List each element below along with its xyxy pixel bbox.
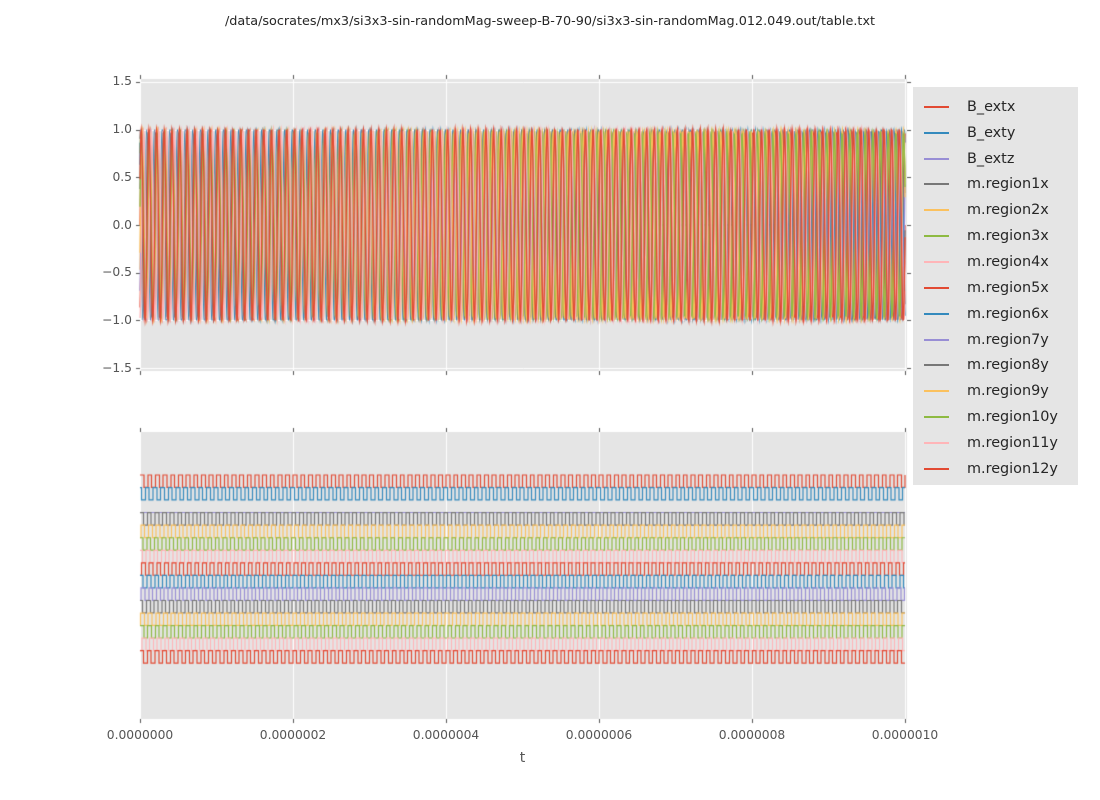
legend-item: m.region4x xyxy=(913,249,1078,275)
y-tick-label: −1.0 xyxy=(102,312,132,327)
legend-item-label: m.region2x xyxy=(967,202,1049,219)
legend-item-label: m.region11y xyxy=(967,434,1058,451)
legend-line-sample xyxy=(924,131,949,134)
x-tick-label: 0.0000006 xyxy=(565,728,633,742)
legend-line-sample xyxy=(924,364,949,367)
legend-item-label: m.region7y xyxy=(967,331,1049,348)
legend-line-sample xyxy=(924,157,949,160)
x-tick-label: 0.0000010 xyxy=(871,728,939,742)
legend-item-label: m.region3x xyxy=(967,228,1049,245)
legend-item: m.region3x xyxy=(913,223,1078,249)
legend-item: m.region1x xyxy=(913,172,1078,198)
legend-line-sample xyxy=(924,441,949,444)
y-tick-label: 0.0 xyxy=(112,217,132,232)
legend-line-sample xyxy=(924,312,949,315)
legend-item-label: m.region10y xyxy=(967,409,1058,426)
legend-item: m.region2x xyxy=(913,197,1078,223)
legend-item-label: m.region6x xyxy=(967,305,1049,322)
legend-item-label: m.region1x xyxy=(967,176,1049,193)
y-tick-label: 0.5 xyxy=(112,169,132,184)
legend-item-label: B_extx xyxy=(967,98,1016,115)
legend-line-sample xyxy=(924,286,949,289)
legend-item-label: B_extz xyxy=(967,150,1015,167)
x-tick-label: 0.0000000 xyxy=(106,728,174,742)
legend-line-sample xyxy=(924,235,949,238)
legend: B_extx B_exty B_extz m.region1x m.region2x m.… xyxy=(913,87,1078,485)
legend-item-label: B_exty xyxy=(967,124,1016,141)
legend-item-label: m.region9y xyxy=(967,383,1049,400)
y-tick-label: −1.5 xyxy=(102,360,132,375)
x-axis-label: t xyxy=(519,750,526,766)
x-tick-label: 0.0000004 xyxy=(412,728,480,742)
legend-item: B_exty xyxy=(913,120,1078,146)
legend-item: m.region9y xyxy=(913,378,1078,404)
legend-item: m.region10y xyxy=(913,404,1078,430)
legend-item-label: m.region12y xyxy=(967,460,1058,477)
legend-line-sample xyxy=(924,467,949,470)
legend-line-sample xyxy=(924,338,949,341)
legend-item-label: m.region4x xyxy=(967,253,1049,270)
legend-line-sample xyxy=(924,416,949,419)
legend-item: m.region11y xyxy=(913,430,1078,456)
legend-item: m.region7y xyxy=(913,327,1078,353)
legend-item-label: m.region8y xyxy=(967,357,1049,374)
legend-item-label: m.region5x xyxy=(967,279,1049,296)
legend-line-sample xyxy=(924,209,949,212)
legend-item: m.region8y xyxy=(913,352,1078,378)
legend-line-sample xyxy=(924,105,949,108)
legend-line-sample xyxy=(924,390,949,393)
figure-title: /data/socrates/mx3/si3x3-sin-randomMag-s… xyxy=(224,14,876,29)
legend-item: m.region5x xyxy=(913,275,1078,301)
x-tick-label: 0.0000002 xyxy=(259,728,327,742)
legend-line-sample xyxy=(924,183,949,186)
legend-item: B_extz xyxy=(913,146,1078,172)
x-tick-label: 0.0000008 xyxy=(718,728,786,742)
legend-item: B_extx xyxy=(913,94,1078,120)
legend-item: m.region6x xyxy=(913,301,1078,327)
legend-line-sample xyxy=(924,260,949,263)
legend-item: m.region12y xyxy=(913,456,1078,482)
y-tick-label: −0.5 xyxy=(102,265,132,280)
y-tick-label: 1.0 xyxy=(112,122,132,137)
y-tick-label: 1.5 xyxy=(112,74,132,89)
